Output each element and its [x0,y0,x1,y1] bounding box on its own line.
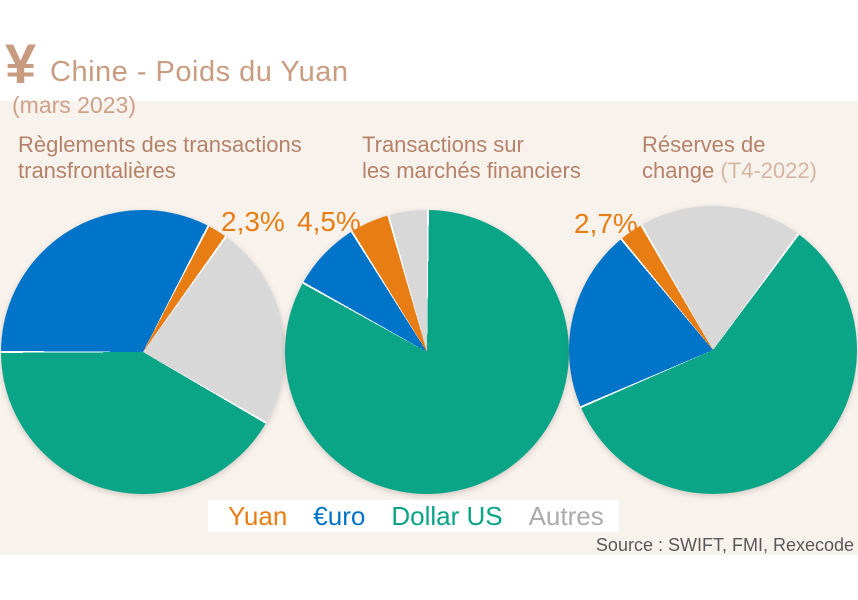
legend: Yuan €uro Dollar US Autres [208,500,619,532]
chart-title-transactions: Transactions sur les marchés financiers [362,132,614,184]
legend-item-autres: Autres [528,501,604,531]
chart-title-suffix: (T4-2022) [720,158,817,183]
yen-icon: ¥ [5,32,37,95]
source-text: Source : SWIFT, FMI, Rexecode [595,535,854,555]
pie-chart-transactions [285,210,569,494]
chart-title-text: Transactions sur les marchés financiers [362,132,581,183]
page-title: Chine - Poids du Yuan [50,56,349,88]
legend-item-yuan: Yuan [228,501,288,531]
yuan-callout-reglements: 2,3% [221,206,285,237]
legend-item-euro: €uro [313,501,366,531]
pie-chart-reserves [569,206,857,494]
chart-title-text: Règlements des transactions transfrontal… [18,132,302,183]
page-subtitle: (mars 2023) [12,92,136,118]
chart-title-text: Réserves de change [642,132,766,183]
chart-title-reglements: Règlements des transactions transfrontal… [18,132,370,184]
chart-title-reserves: Réserves de change (T4-2022) [642,132,858,184]
pie-chart-reglements [1,210,285,494]
legend-item-dollar-us: Dollar US [391,501,503,531]
